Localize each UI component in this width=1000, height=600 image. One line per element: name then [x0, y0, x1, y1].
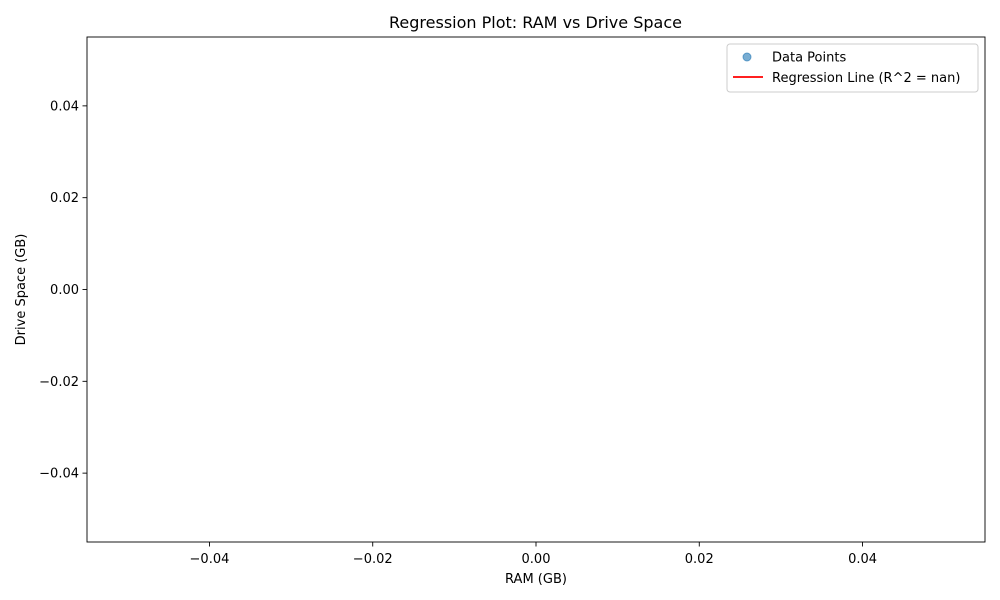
y-axis-ticks: −0.04 −0.02 0.00 0.02 0.04 — [39, 99, 87, 482]
x-tick-label: 0.04 — [848, 552, 877, 567]
x-tick-label: −0.02 — [353, 552, 393, 567]
chart-title: Regression Plot: RAM vs Drive Space — [389, 13, 682, 32]
legend: Data Points Regression Line (R^2 = nan) — [726, 43, 979, 93]
y-tick-label: 0.02 — [50, 191, 79, 206]
plot-area — [87, 37, 985, 542]
x-tick-label: 0.00 — [522, 552, 551, 567]
legend-label-data-points: Data Points — [772, 51, 846, 66]
legend-marker-data-points — [742, 52, 752, 62]
y-tick-label: 0.00 — [50, 283, 79, 298]
y-tick-label: 0.04 — [50, 99, 79, 114]
y-tick-label: −0.02 — [39, 375, 79, 390]
x-axis-ticks: −0.04 −0.02 0.00 0.02 0.04 — [190, 542, 877, 567]
x-axis-label: RAM (GB) — [505, 572, 567, 587]
x-tick-label: 0.02 — [685, 552, 714, 567]
y-tick-label: −0.04 — [39, 467, 79, 482]
legend-label-regression-line: Regression Line (R^2 = nan) — [772, 71, 960, 86]
plot-frame — [86, 36, 986, 543]
y-axis-label: Drive Space (GB) — [14, 234, 29, 346]
x-tick-label: −0.04 — [190, 552, 230, 567]
legend-box — [726, 43, 979, 93]
